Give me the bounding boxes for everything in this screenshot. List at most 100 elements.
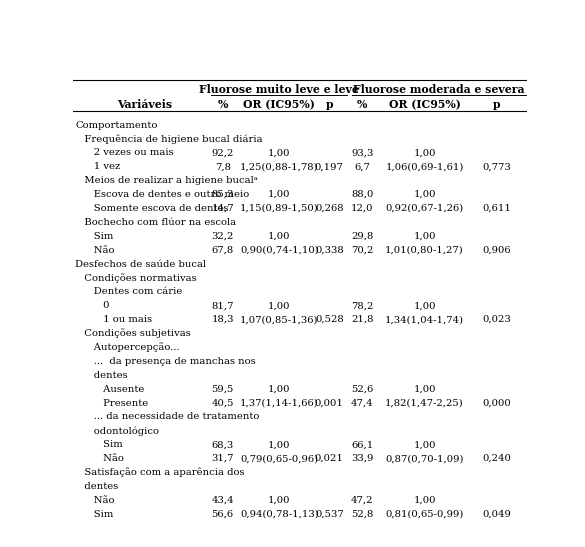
Text: 33,9: 33,9 [351,454,374,463]
Text: 0,611: 0,611 [483,204,511,213]
Text: 52,8: 52,8 [351,510,374,519]
Text: dentes: dentes [75,371,128,380]
Text: 1,00: 1,00 [268,232,291,241]
Text: 1,00: 1,00 [268,385,291,394]
Text: %: % [357,99,367,110]
Text: 32,2: 32,2 [212,232,234,241]
Text: 0,81(0,65-0,99): 0,81(0,65-0,99) [386,510,464,519]
Text: 81,7: 81,7 [212,301,234,310]
Text: 43,4: 43,4 [211,496,234,505]
Text: 1,06(0,69-1,61): 1,06(0,69-1,61) [386,162,464,171]
Text: Escova de dentes e outro meio: Escova de dentes e outro meio [75,190,250,199]
Text: 0,537: 0,537 [315,510,343,519]
Text: Fluorose moderada e severa: Fluorose moderada e severa [353,84,525,95]
Text: 0,773: 0,773 [483,162,511,171]
Text: 40,5: 40,5 [212,399,234,408]
Text: Comportamento: Comportamento [75,120,158,130]
Text: 66,1: 66,1 [351,440,373,449]
Text: odontológico: odontológico [75,426,159,435]
Text: Dentes com cárie: Dentes com cárie [75,287,183,296]
Text: 0,021: 0,021 [315,454,344,463]
Text: 1 vez: 1 vez [75,162,121,171]
Text: 6,7: 6,7 [355,162,370,171]
Text: 1,00: 1,00 [413,496,436,505]
Text: 59,5: 59,5 [212,385,234,394]
Text: 29,8: 29,8 [351,232,374,241]
Text: 0,338: 0,338 [315,246,343,254]
Text: 0: 0 [75,301,110,310]
Text: 1,00: 1,00 [413,440,436,449]
Text: 88,0: 88,0 [351,190,374,199]
Text: 47,4: 47,4 [351,399,374,408]
Text: 85,3: 85,3 [212,190,234,199]
Text: OR (IC95%): OR (IC95%) [243,99,315,110]
Text: 21,8: 21,8 [351,315,374,324]
Text: 0,90(0,74-1,10): 0,90(0,74-1,10) [240,246,319,254]
Text: 1,25(0,88-1,78): 1,25(0,88-1,78) [240,162,319,171]
Text: 0,92(0,67-1,26): 0,92(0,67-1,26) [386,204,464,213]
Text: 1,82(1,47-2,25): 1,82(1,47-2,25) [385,399,464,408]
Text: 0,197: 0,197 [315,162,344,171]
Text: 14,7: 14,7 [211,204,234,213]
Text: 0,000: 0,000 [483,399,511,408]
Text: 1,00: 1,00 [268,148,291,158]
Text: Autopercepção...: Autopercepção... [75,342,180,352]
Text: 7,8: 7,8 [215,162,230,171]
Text: 1,00: 1,00 [268,496,291,505]
Text: 1,00: 1,00 [413,148,436,158]
Text: Desfechos de saúde bucal: Desfechos de saúde bucal [75,259,207,269]
Text: 1,07(0,85-1,36): 1,07(0,85-1,36) [240,315,319,324]
Text: Sim: Sim [75,510,113,519]
Text: 93,3: 93,3 [351,148,374,158]
Text: 2 vezes ou mais: 2 vezes ou mais [75,148,174,158]
Text: ... da necessidade de tratamento: ... da necessidade de tratamento [75,412,260,421]
Text: 0,001: 0,001 [315,399,344,408]
Text: 1,00: 1,00 [413,301,436,310]
Text: %: % [218,99,228,110]
Text: p: p [493,99,501,110]
Text: 1,34(1,04-1,74): 1,34(1,04-1,74) [385,315,464,324]
Text: 67,8: 67,8 [212,246,234,254]
Text: 1,00: 1,00 [268,190,291,199]
Text: Sim: Sim [75,232,113,241]
Text: 0,023: 0,023 [483,315,511,324]
Text: 0,906: 0,906 [483,246,511,254]
Text: Sim: Sim [75,440,123,449]
Text: 68,3: 68,3 [212,440,234,449]
Text: 70,2: 70,2 [351,246,374,254]
Text: Condições subjetivas: Condições subjetivas [75,329,191,339]
Text: 1,15(0,89-1,50): 1,15(0,89-1,50) [240,204,319,213]
Text: 0,268: 0,268 [315,204,343,213]
Text: OR (IC95%): OR (IC95%) [388,99,460,110]
Text: Variáveis: Variáveis [117,99,172,110]
Text: Frequência de higiene bucal diária: Frequência de higiene bucal diária [75,134,263,144]
Text: Meios de realizar a higiene bucalᵃ: Meios de realizar a higiene bucalᵃ [75,176,258,185]
Text: 0,79(0,65-0,96): 0,79(0,65-0,96) [240,454,318,463]
Text: Somente escova de dentes: Somente escova de dentes [75,204,229,213]
Text: Presente: Presente [75,399,149,408]
Text: Satisfação com a aparência dos: Satisfação com a aparência dos [75,468,245,478]
Text: 1,00: 1,00 [413,190,436,199]
Text: Bochecho com flúor na escola: Bochecho com flúor na escola [75,218,236,227]
Text: 0,049: 0,049 [483,510,511,519]
Text: 1 ou mais: 1 ou mais [75,315,153,324]
Text: 0,87(0,70-1,09): 0,87(0,70-1,09) [386,454,464,463]
Text: Fluorose muito leve e leve: Fluorose muito leve e leve [199,84,359,95]
Text: 1,01(0,80-1,27): 1,01(0,80-1,27) [385,246,464,254]
Text: 56,6: 56,6 [212,510,234,519]
Text: 1,37(1,14-1,66): 1,37(1,14-1,66) [240,399,319,408]
Text: 1,00: 1,00 [413,232,436,241]
Text: Não: Não [75,454,124,463]
Text: 1,00: 1,00 [268,440,291,449]
Text: 47,2: 47,2 [351,496,374,505]
Text: 0,94(0,78-1,13): 0,94(0,78-1,13) [240,510,319,519]
Text: 1,00: 1,00 [268,301,291,310]
Text: 12,0: 12,0 [351,204,374,213]
Text: 18,3: 18,3 [212,315,234,324]
Text: 1,00: 1,00 [413,385,436,394]
Text: p: p [325,99,333,110]
Text: Ausente: Ausente [75,385,144,394]
Text: dentes: dentes [75,482,119,491]
Text: 52,6: 52,6 [351,385,373,394]
Text: Não: Não [75,496,115,505]
